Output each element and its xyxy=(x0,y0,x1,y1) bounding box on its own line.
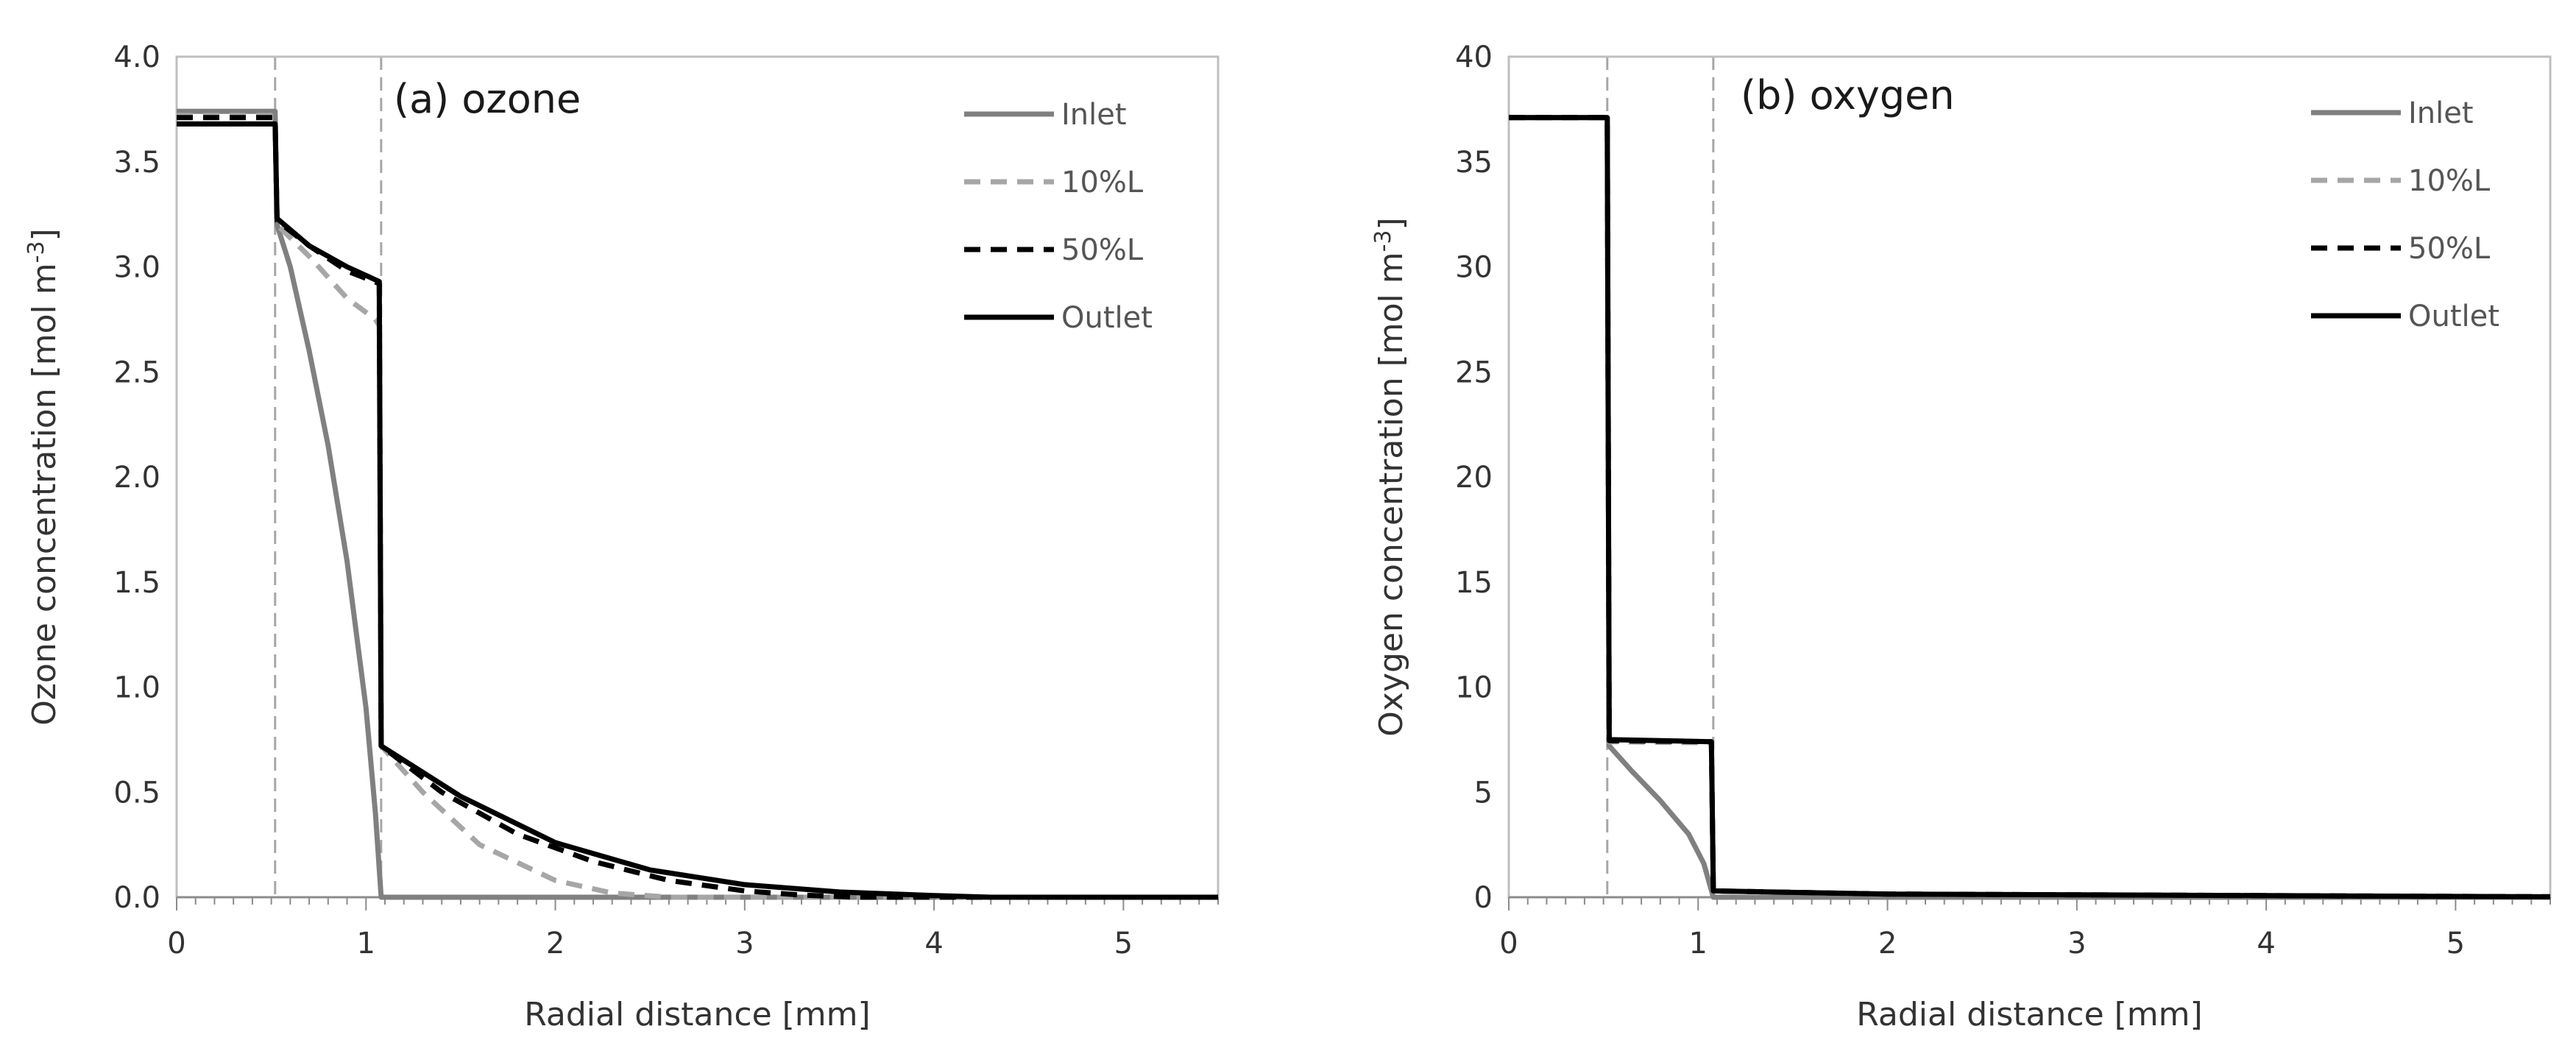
legend-label-inlet: Inlet xyxy=(2408,96,2474,130)
y-axis-title: Ozone concentration [mol m-3] xyxy=(24,228,63,725)
x-tick-label: 5 xyxy=(2446,927,2465,961)
y-tick-label: 3.0 xyxy=(113,251,160,285)
y-tick-label: 25 xyxy=(1455,356,1493,389)
legend-label-10-l: 10%L xyxy=(1061,166,1144,199)
y-tick-label: 0.0 xyxy=(113,881,160,915)
y-tick-label: 35 xyxy=(1455,146,1493,180)
x-tick-label: 4 xyxy=(924,927,943,961)
legend-label-outlet: Outlet xyxy=(1061,301,1153,335)
y-tick-labels: 0 5 10 15 20 25 30 35 40 xyxy=(1455,40,1493,915)
y-tick-labels: 0.0 0.5 1.0 1.5 2.0 2.5 3.0 3.5 4.0 xyxy=(113,40,160,915)
y-axis-title-main: Oxygen concentration [mol m xyxy=(1373,252,1410,736)
legend-label-inlet: Inlet xyxy=(1061,98,1127,132)
y-tick-label: 0.5 xyxy=(113,776,160,810)
y-tick-label: 1.5 xyxy=(113,566,160,600)
y-axis-title-end: ] xyxy=(26,228,63,241)
legend-label-50-l: 50%L xyxy=(2408,232,2491,266)
series-lines xyxy=(1509,115,2551,900)
chart-ozone: 0.0 0.5 1.0 1.5 2.0 2.5 3.0 3.5 4.0 0 1 2 3 4 5 (a) o… xyxy=(24,40,1220,1033)
y-tick-label: 10 xyxy=(1455,671,1493,705)
y-tick-label: 1.0 xyxy=(113,671,160,705)
series-line-outlet xyxy=(1509,115,2551,899)
legend: Inlet 10%L 50%L Outlet xyxy=(964,98,1153,335)
series-lines xyxy=(177,108,1218,900)
x-tick-label: 2 xyxy=(546,927,565,961)
legend: Inlet 10%L 50%L Outlet xyxy=(2311,96,2499,333)
y-tick-label: 0 xyxy=(1474,881,1493,915)
x-tick-labels: 0 1 2 3 4 5 xyxy=(167,927,1133,961)
y-axis-title-main: Ozone concentration [mol m xyxy=(26,263,63,725)
x-axis-title: Radial distance [mm] xyxy=(524,996,870,1033)
y-tick-label: 5 xyxy=(1474,776,1493,810)
panel-title: (b) oxygen xyxy=(1741,72,1955,119)
x-tick-label: 1 xyxy=(357,927,375,961)
x-tick-labels: 0 1 2 3 4 5 xyxy=(1499,927,2465,961)
x-tick-label: 4 xyxy=(2257,927,2275,961)
y-tick-label: 20 xyxy=(1455,461,1493,495)
y-tick-label: 3.5 xyxy=(113,146,160,180)
y-axis-title-sup: -3 xyxy=(24,241,49,263)
legend-label-outlet: Outlet xyxy=(2408,300,2499,333)
legend-label-10-l: 10%L xyxy=(2408,164,2491,198)
x-tick-label: 5 xyxy=(1114,927,1133,961)
x-axis-title: Radial distance [mm] xyxy=(1856,996,2202,1033)
y-tick-label: 15 xyxy=(1455,566,1493,600)
y-axis-title-end: ] xyxy=(1373,217,1410,230)
x-tick-label: 0 xyxy=(167,927,185,961)
y-tick-label: 2.0 xyxy=(113,461,160,495)
x-tick-label: 3 xyxy=(2067,927,2086,961)
y-axis-title: Oxygen concentration [mol m-3] xyxy=(1370,217,1410,736)
y-tick-label: 4.0 xyxy=(113,40,160,74)
x-tick-label: 3 xyxy=(735,927,754,961)
x-tick-label: 2 xyxy=(1878,927,1897,961)
y-tick-label: 40 xyxy=(1455,40,1493,74)
y-axis-title-sup: -3 xyxy=(1370,230,1396,252)
x-tick-label: 1 xyxy=(1689,927,1708,961)
y-tick-label: 2.5 xyxy=(113,356,160,389)
chart-oxygen: 0 5 10 15 20 25 30 35 40 0 1 2 3 4 5 (b) oxygen Inlet… xyxy=(1370,40,2552,1033)
panel-title: (a) ozone xyxy=(394,76,581,122)
y-tick-label: 30 xyxy=(1455,251,1493,285)
x-tick-label: 0 xyxy=(1499,927,1518,961)
series-line-outlet xyxy=(177,121,1218,900)
legend-label-50-l: 50%L xyxy=(1061,233,1144,267)
